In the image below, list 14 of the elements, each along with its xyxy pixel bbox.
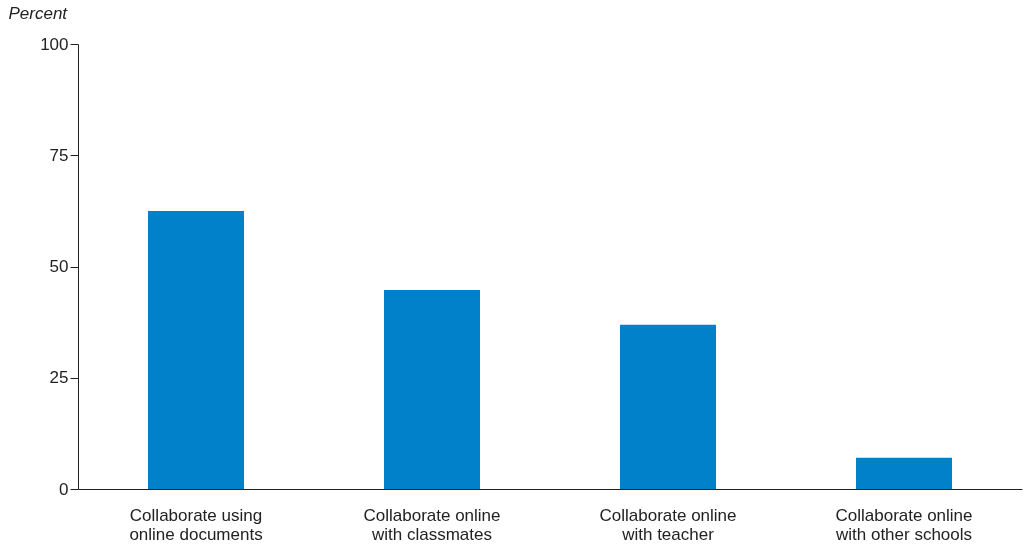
- y-tick-label: 25: [49, 368, 69, 388]
- x-tick-label: Collaborate using online documents: [129, 505, 263, 544]
- x-tick-label: Collaborate online with classmates: [363, 505, 501, 544]
- y-axis-title: Percent: [8, 3, 69, 23]
- bar: [620, 324, 716, 489]
- y-tick-label: 75: [49, 145, 69, 165]
- x-tick-label: Collaborate online with other schools: [834, 505, 973, 544]
- bar: [384, 290, 480, 489]
- bar: [148, 210, 244, 489]
- y-tick-label: 50: [49, 257, 69, 276]
- bar: [856, 457, 952, 489]
- y-tick-label: 0: [59, 479, 69, 499]
- x-tick-label: Collaborate online with teacher: [599, 505, 737, 544]
- y-tick-label: 100: [40, 34, 69, 54]
